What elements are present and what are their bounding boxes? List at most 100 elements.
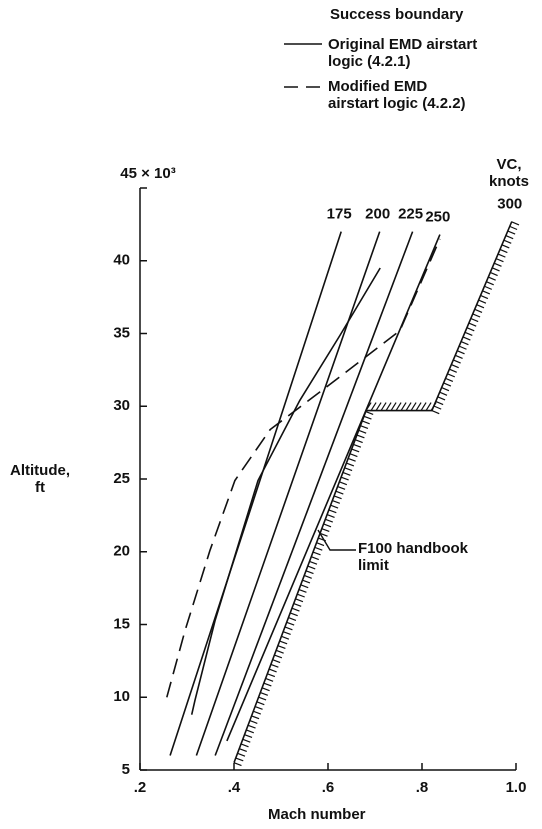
y-tick-label: 40 [113, 252, 130, 269]
hatch [240, 743, 249, 748]
hatch [443, 382, 452, 387]
hatch [277, 645, 286, 650]
hatch [476, 304, 485, 309]
hatch [267, 673, 276, 678]
hatch [415, 402, 422, 411]
x-tick-label: 1.0 [506, 779, 527, 796]
hatch [249, 720, 258, 724]
hatch [365, 402, 372, 411]
hatch [305, 570, 314, 575]
hatch [237, 752, 246, 757]
hatch [351, 448, 360, 453]
hatch [272, 659, 281, 664]
hatch [346, 462, 355, 467]
hatch [356, 434, 365, 439]
y-axis-label: Altitude, ft [10, 462, 70, 496]
hatch [281, 635, 290, 640]
hatch [466, 327, 475, 332]
hatch [314, 546, 323, 551]
hatch [410, 402, 417, 411]
hatch [439, 391, 448, 396]
hatch [349, 453, 358, 458]
hatch [499, 248, 508, 254]
hatch [507, 230, 516, 235]
hatch [253, 710, 262, 715]
hatch [405, 402, 412, 411]
hatch [330, 504, 339, 509]
hatch [239, 748, 247, 753]
hatch [251, 715, 260, 720]
hatch [261, 687, 270, 692]
hatch [491, 267, 500, 272]
hatch [430, 402, 437, 411]
boundary-line [166, 238, 441, 698]
vc-title: VC, knots [488, 156, 529, 190]
vc-line [195, 231, 381, 756]
hatch [293, 602, 302, 607]
hatch [375, 402, 382, 411]
hatch [441, 387, 450, 392]
hatch [354, 439, 363, 444]
hatch [335, 490, 344, 495]
hatch [288, 617, 297, 621]
hatch [400, 402, 407, 411]
hatch [470, 317, 479, 323]
legend-label: Original EMD airstart logic (4.2.1) [328, 36, 478, 70]
hatch [304, 574, 312, 579]
hatch [342, 471, 351, 476]
hatch [298, 588, 307, 593]
hatch [435, 400, 444, 406]
hatch [284, 626, 293, 631]
vc-label: 200 [365, 206, 390, 223]
hatch [462, 336, 471, 341]
x-tick-label: .6 [322, 779, 335, 796]
hatch [437, 396, 446, 401]
hatch [268, 668, 277, 673]
vc-label: 225 [398, 206, 423, 223]
x-tick-label: .2 [134, 779, 147, 796]
y-tick-label: 15 [113, 615, 130, 632]
y-tick-label: 30 [113, 397, 130, 414]
hatch [456, 350, 465, 355]
hatch [347, 457, 356, 462]
legend-title: Success boundary [330, 6, 464, 23]
hatch [454, 354, 463, 360]
y-tick-label: 10 [113, 688, 130, 705]
hatch [358, 429, 367, 434]
hatch [474, 308, 483, 313]
hatch [451, 364, 459, 369]
hatch [246, 729, 254, 734]
vc-line [226, 234, 441, 742]
hatch [365, 411, 374, 415]
hatch [311, 556, 319, 561]
hatch [326, 514, 335, 518]
hatch [484, 285, 493, 290]
hatch [361, 420, 370, 425]
hatch [323, 523, 332, 528]
hatch [480, 294, 489, 300]
hatch [275, 649, 284, 654]
y-tick-label: 25 [113, 470, 130, 487]
x-tick-label: .8 [416, 779, 429, 796]
hatch [233, 762, 242, 767]
hatch [488, 276, 496, 281]
hatch [468, 322, 477, 327]
hatch [339, 481, 348, 486]
hatch [265, 677, 274, 682]
hatch [344, 467, 353, 472]
hatch [302, 579, 311, 584]
hatch [235, 757, 244, 762]
hatch [325, 518, 334, 523]
hatch [254, 705, 263, 710]
hatch [291, 607, 300, 612]
vc-label: 300 [497, 195, 522, 212]
hatch [321, 528, 330, 533]
hatch [511, 221, 520, 226]
y-tick-label: 5 [122, 761, 130, 778]
y-tick-label: 35 [113, 324, 130, 341]
hatch [472, 313, 481, 318]
hatch [497, 253, 506, 258]
hatch [258, 696, 267, 701]
hatch [295, 598, 304, 603]
